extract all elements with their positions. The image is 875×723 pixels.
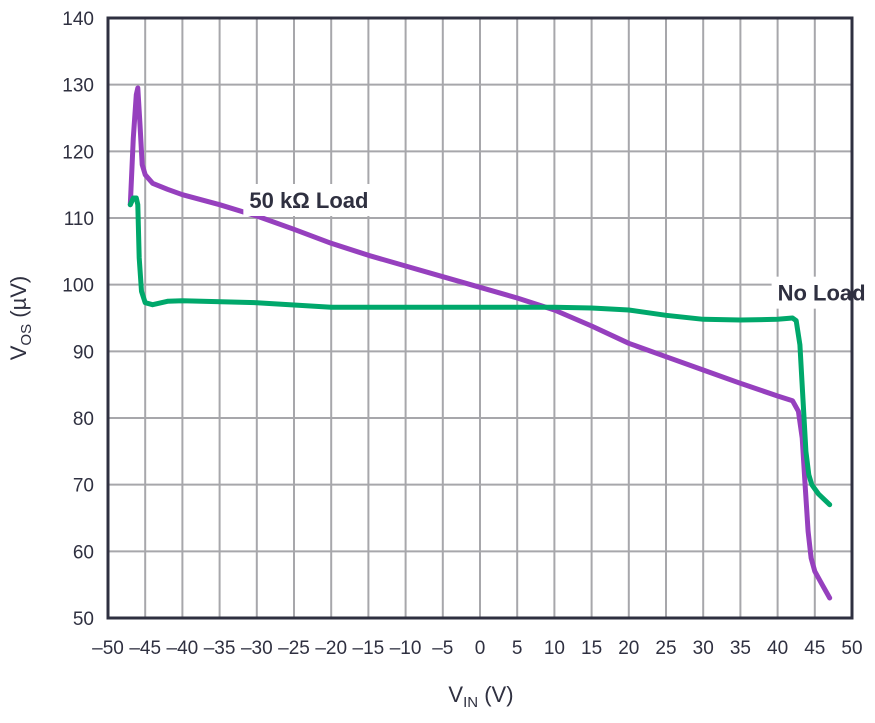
y-tick-label: 70	[73, 476, 94, 497]
y-tick-label: 120	[62, 142, 94, 163]
x-tick-label: –20	[315, 638, 347, 659]
x-tick-label: –25	[278, 638, 310, 659]
x-tick-label: –5	[432, 638, 453, 659]
y-tick-label: 100	[62, 276, 94, 297]
x-tick-label: 45	[804, 638, 825, 659]
series-line-0	[127, 85, 833, 601]
x-tick-label: 40	[767, 638, 788, 659]
x-tick-label: –35	[204, 638, 236, 659]
x-tick-label: –10	[390, 638, 422, 659]
x-tick-label: –45	[129, 638, 161, 659]
x-tick-label: 5	[512, 638, 523, 659]
y-tick-label: 110	[64, 209, 94, 230]
x-tick-label: 25	[655, 638, 676, 659]
y-tick-label: 50	[73, 609, 94, 630]
x-axis-label: VIN (V)	[448, 682, 513, 711]
x-tick-label: –30	[241, 638, 273, 659]
y-tick-label: 60	[73, 542, 94, 563]
y-axis-label: VOS (µV)	[6, 276, 35, 361]
x-tick-labels: –50 –45 –40 –35 –30 –25 –20 –15 –10 –5 0 5 10 15 20 25 3…	[92, 638, 862, 659]
x-tick-label: 20	[618, 638, 639, 659]
x-tick-label: –50	[92, 638, 124, 659]
x-tick-label: 10	[544, 638, 565, 659]
y-tick-label: 80	[73, 409, 94, 430]
series-label: 50 kΩ Load	[249, 188, 368, 213]
y-tick-label: 140	[62, 9, 94, 30]
x-tick-label: 35	[730, 638, 751, 659]
x-tick-label: 30	[693, 638, 714, 659]
x-tick-label: 50	[841, 638, 862, 659]
x-tick-label: 0	[475, 638, 486, 659]
y-tick-label: 90	[73, 342, 94, 363]
x-tick-label: –15	[353, 638, 385, 659]
x-tick-label: 15	[581, 638, 602, 659]
x-tick-label: –40	[167, 638, 199, 659]
series-line-1	[127, 195, 833, 508]
series-label-bg	[243, 184, 389, 216]
plot-frame	[106, 16, 854, 620]
y-tick-label: 130	[62, 76, 94, 97]
series-label-bg	[771, 276, 875, 309]
y-tick-labels: 50 60 70 80 90 100 110 120 130 140	[62, 9, 94, 630]
series-lines	[127, 85, 833, 601]
